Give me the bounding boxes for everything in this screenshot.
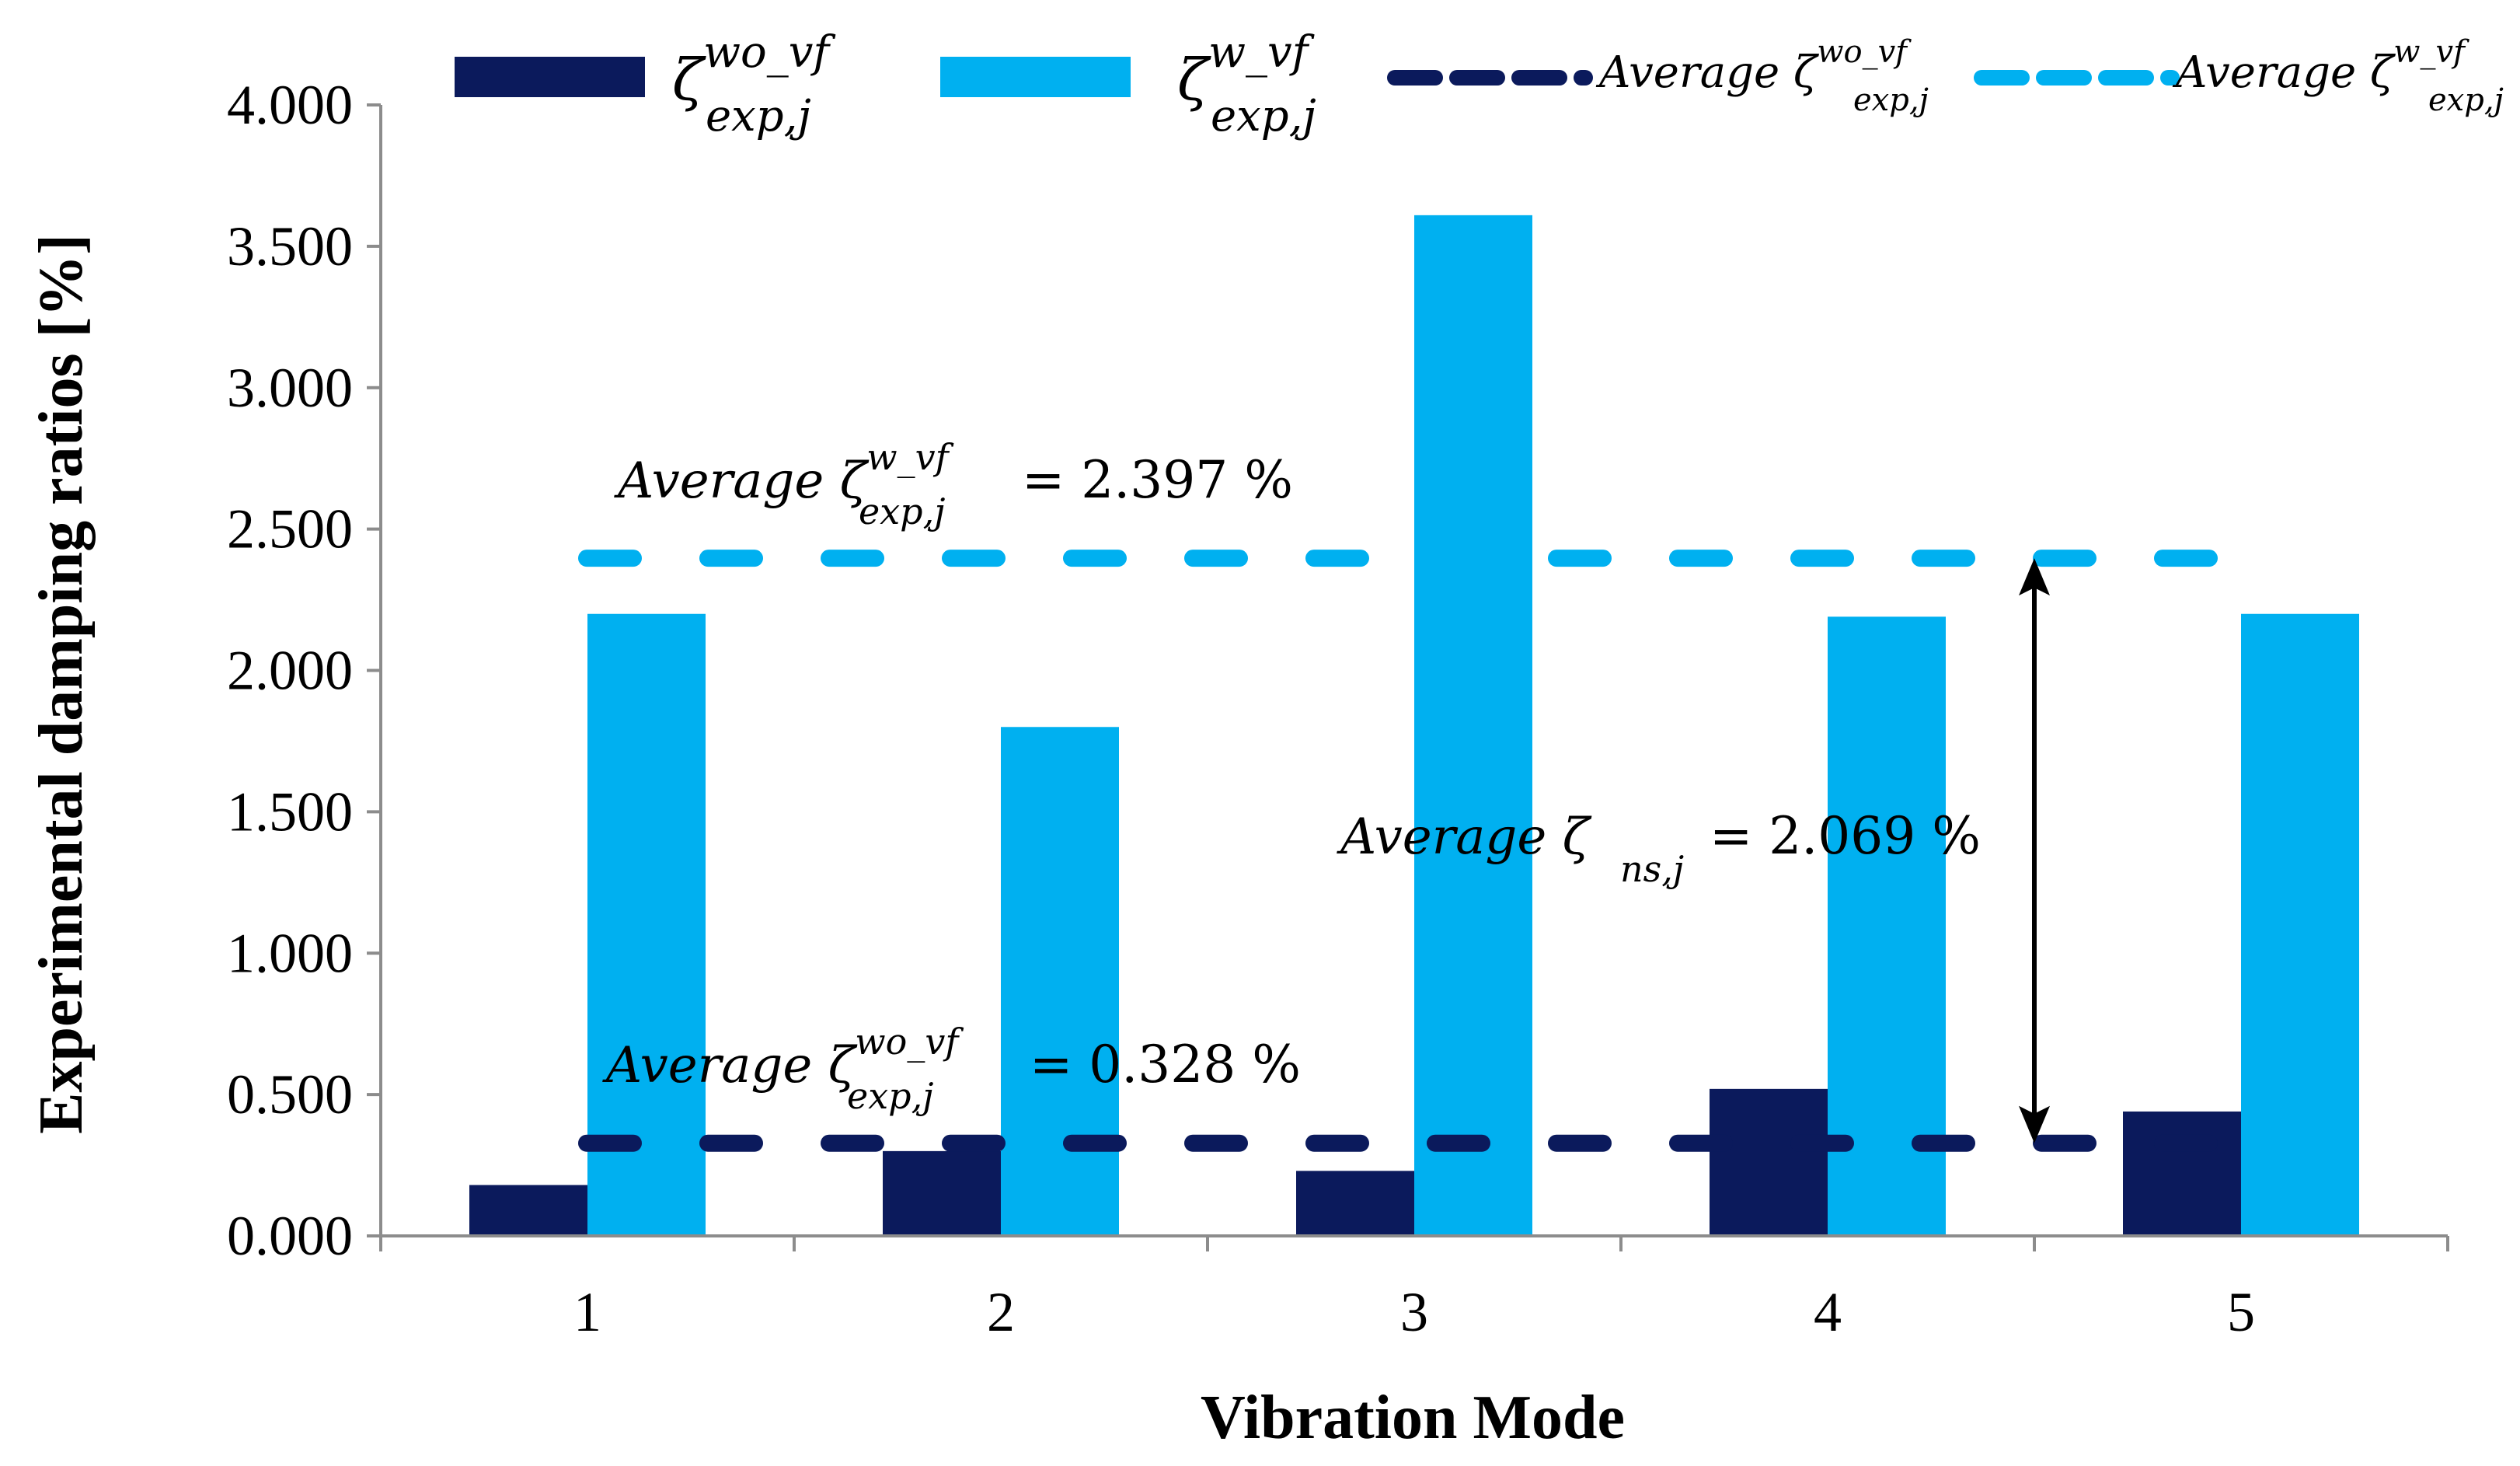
y-tick-label: 0.000 [227,1205,353,1267]
x-axis-title: Vibration Mode [1201,1384,1625,1452]
y-tick-label: 0.500 [227,1063,353,1126]
x-tick-label: 5 [2227,1281,2255,1343]
x-tick-label: 1 [573,1281,601,1343]
bar-w-vf [1414,215,1532,1236]
annotation-average-w-vf: Average ζw_vf exp,j= 2.397 % [614,436,1293,532]
legend-swatch-wo-vf [455,57,645,97]
legend: ζwo_vf exp,j ζw_vf exp,j Average ζwo_vf exp… [455,27,2504,141]
bar-w-vf [1828,616,1946,1236]
bar-wo-vf [469,1185,587,1236]
legend-label-w-vf: ζw_vf exp,j [1177,27,1316,141]
y-axis-ticks: 0.000 0.500 1.000 1.500 2.000 2.500 3.000 3.500… [227,74,381,1267]
axes [379,105,2448,1237]
bar-w-vf [1001,727,1119,1236]
bar-w-vf [587,613,706,1236]
y-tick-label: 3.000 [227,357,353,419]
annotation-average-ns: Average ζns,j= 2.069 % [1337,806,1981,890]
x-tick-label: 2 [987,1281,1015,1343]
y-tick-label: 3.500 [227,215,353,277]
difference-arrow [2019,558,2050,1143]
legend-label-avg-w-vf: Average ζw_vf exp,j [2172,34,2504,118]
y-tick-label: 2.000 [227,640,353,702]
y-tick-label: 4.000 [227,74,353,136]
x-axis-ticks: 1 2 3 4 5 [379,1236,2449,1343]
difference-arrow-head-top [2019,558,2050,596]
legend-swatch-w-vf [940,57,1131,97]
y-axis-title: Experimental damping ratios [%] [27,234,96,1134]
legend-label-avg-wo-vf: Average ζwo_vf exp,j [1595,34,1929,118]
x-tick-label: 4 [1814,1281,1842,1343]
bar-wo-vf [1296,1171,1414,1236]
bar-wo-vf [883,1150,1001,1236]
y-tick-label: 2.500 [227,498,353,560]
reference-lines [578,550,2250,1152]
bar-wo-vf [2123,1111,2241,1236]
y-tick-label: 1.500 [227,780,353,843]
x-tick-label: 3 [1400,1281,1428,1343]
bar-w-vf [2241,613,2359,1236]
bar-wo-vf [1710,1088,1828,1236]
y-tick-label: 1.000 [227,922,353,984]
difference-arrow-head-bottom [2019,1105,2050,1143]
legend-label-wo-vf: ζwo_vf exp,j [672,27,836,141]
annotation-average-wo-vf: Average ζwo_vf exp,j= 0.328 % [602,1021,1301,1117]
